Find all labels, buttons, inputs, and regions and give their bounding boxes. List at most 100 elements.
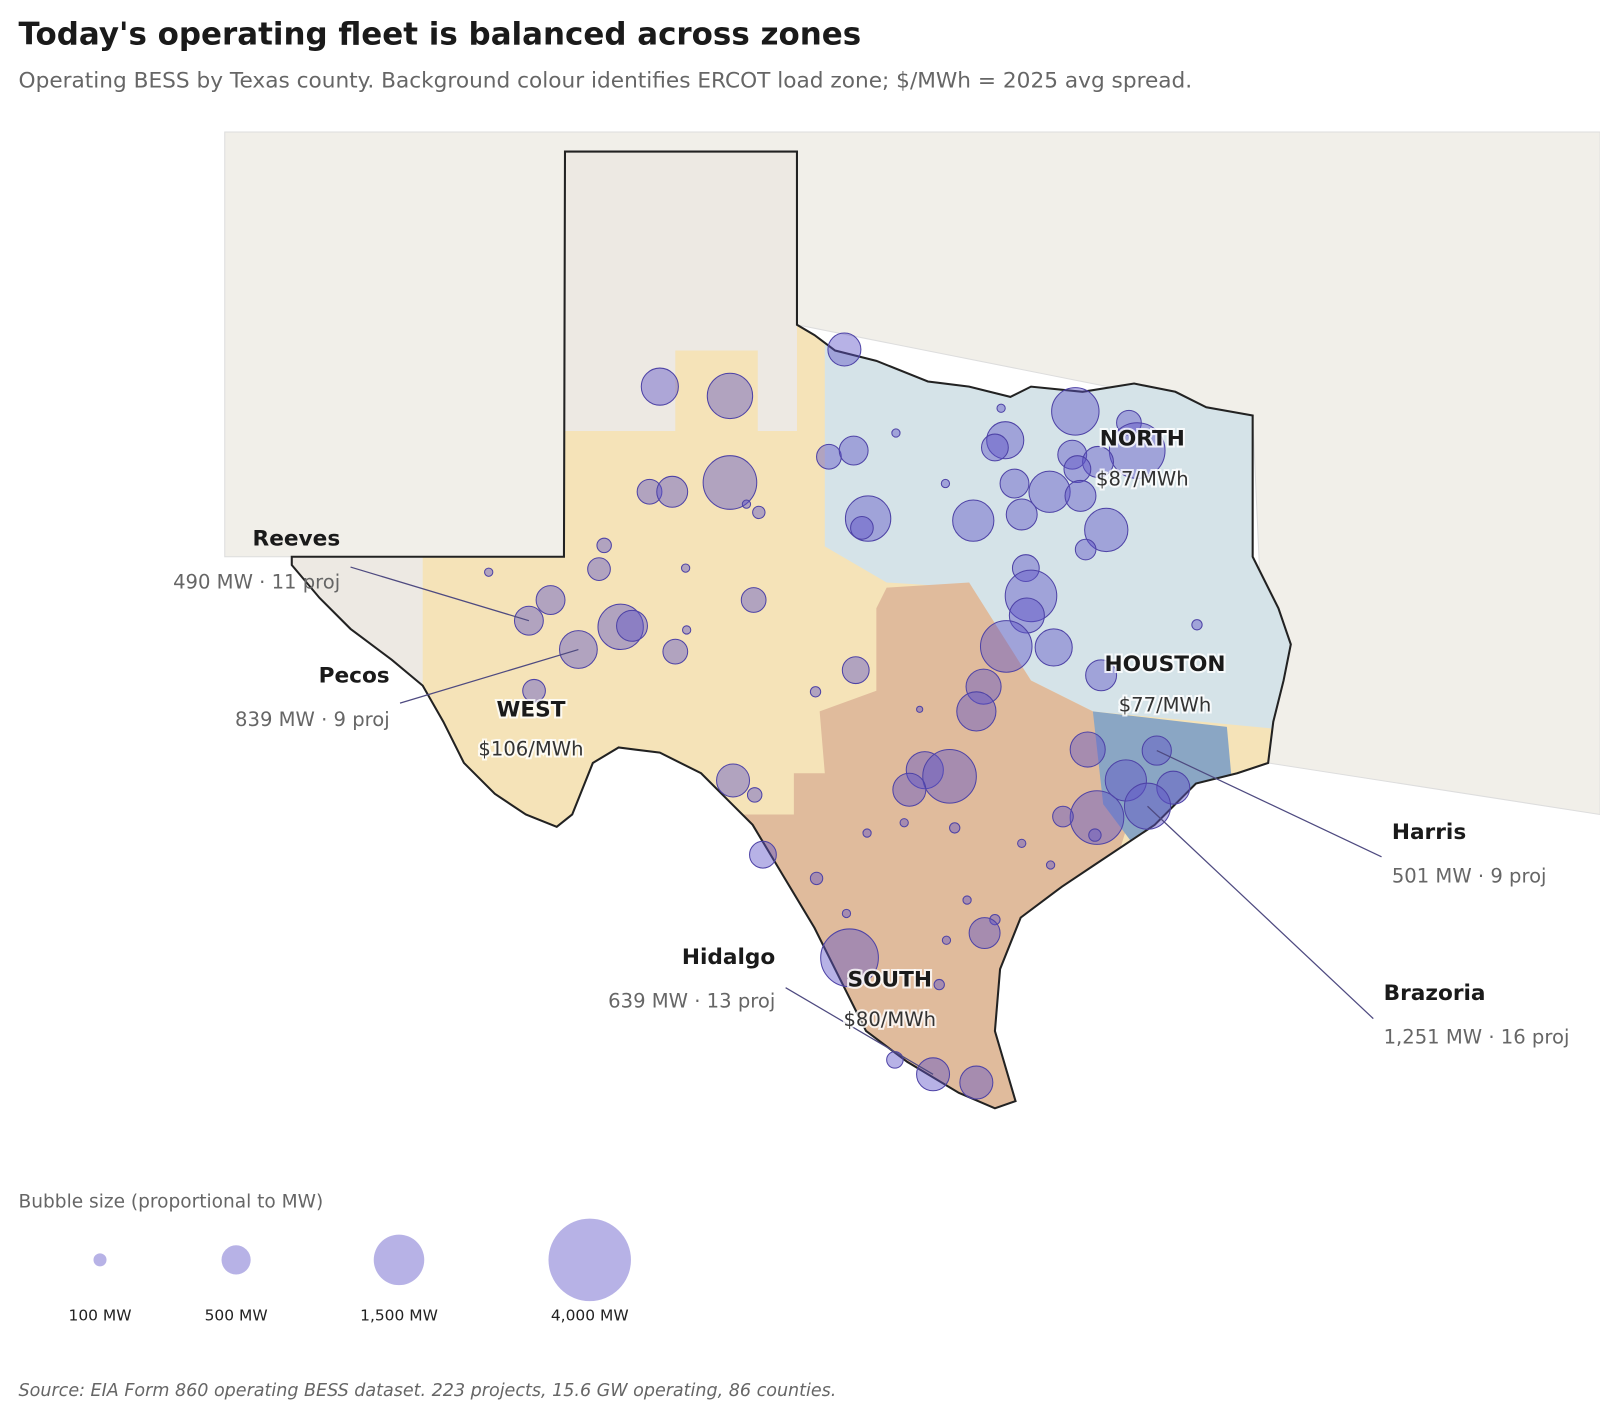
county-bubble xyxy=(1064,479,1097,512)
county-bubble xyxy=(706,372,754,420)
county-bubble xyxy=(1034,628,1073,667)
county-bubble xyxy=(850,516,874,540)
county-bubble xyxy=(809,871,824,886)
county-bubble xyxy=(989,913,1001,926)
legend-bubble xyxy=(221,1245,251,1275)
annotation-value: 639 MW · 13 proj xyxy=(608,989,775,1012)
county-bubble xyxy=(816,443,842,470)
leader-line xyxy=(399,648,579,704)
county-bubble xyxy=(1084,507,1129,553)
annotation-name: Reeves xyxy=(253,526,341,551)
leader-line xyxy=(1147,805,1374,1020)
zone-houston xyxy=(1092,711,1233,846)
annotation-name: Hidalgo xyxy=(682,945,775,970)
annotation-name: Pecos xyxy=(319,664,390,689)
county-bubble xyxy=(886,1051,904,1069)
county-bubble xyxy=(640,367,679,406)
county-bubble xyxy=(1008,597,1045,634)
county-bubble xyxy=(1045,860,1056,870)
county-bubble xyxy=(905,751,944,790)
county-bubble xyxy=(899,818,909,828)
legend-label: 100 MW xyxy=(68,1307,131,1325)
subtitle: Operating BESS by Texas county. Backgrou… xyxy=(19,69,1193,94)
county-bubble xyxy=(999,468,1030,499)
county-bubble xyxy=(1191,619,1203,631)
leader-line xyxy=(1156,750,1382,858)
zone-name: WEST xyxy=(496,698,565,723)
county-bubble xyxy=(535,585,566,615)
county-bubble xyxy=(862,828,872,838)
legend-label: 4,000 MW xyxy=(551,1307,629,1325)
legend-title: Bubble size (proportional to MW) xyxy=(19,1191,324,1212)
county-bubble xyxy=(1069,731,1106,768)
county-bubble xyxy=(956,691,997,732)
county-bubble xyxy=(662,638,689,665)
canvas: Today's operating fleet is balanced acro… xyxy=(19,16,1600,1401)
title: Today's operating fleet is balanced acro… xyxy=(19,16,862,52)
legend-label: 1,500 MW xyxy=(360,1307,438,1325)
county-bubble xyxy=(616,609,648,642)
county-bubble xyxy=(1074,538,1097,561)
annotation-value: 501 MW · 9 proj xyxy=(1392,865,1547,888)
county-bubble xyxy=(636,478,663,505)
annotations: Reeves 490 MW · 11 proj Pecos 839 MW · 9 pr… xyxy=(173,526,1570,1075)
zone-name: SOUTH xyxy=(848,968,932,993)
annotation-value: 839 MW · 9 proj xyxy=(235,708,390,731)
annotation-name: Brazoria xyxy=(1384,981,1486,1006)
county-bubble xyxy=(1085,659,1118,692)
county-bubble xyxy=(838,435,869,466)
county-bubble xyxy=(959,1065,994,1100)
county-bubble xyxy=(986,421,1025,460)
county-bubble xyxy=(1088,828,1102,842)
county-bubble xyxy=(752,505,766,520)
zone-spread: $106/MWh xyxy=(478,738,583,761)
county-bubble xyxy=(656,475,689,508)
leader-line xyxy=(350,566,530,622)
county-bubble xyxy=(968,917,1001,950)
zone-spread: $87/MWh xyxy=(1096,468,1189,491)
county-bubble xyxy=(940,478,951,489)
county-bubble xyxy=(596,537,612,554)
annotation-value: 1,251 MW · 16 proj xyxy=(1384,1025,1570,1048)
zone-name: NORTH xyxy=(1100,426,1185,451)
legend-label: 500 MW xyxy=(205,1307,268,1325)
county-bubble xyxy=(1005,498,1038,531)
county-bubble xyxy=(841,656,870,685)
legend-bubble xyxy=(548,1218,631,1302)
county-bubble xyxy=(702,455,758,510)
legend-bubble xyxy=(373,1234,425,1286)
county-bubble xyxy=(996,403,1006,413)
zone-north xyxy=(824,340,1291,733)
county-bubble xyxy=(484,567,494,577)
county-bubble xyxy=(749,840,777,869)
county-bubble xyxy=(952,499,995,542)
county-bubble xyxy=(809,686,822,698)
county-bubble xyxy=(1057,439,1088,470)
county-bubble xyxy=(980,433,1009,462)
bubbles xyxy=(484,332,1203,1100)
source: Source: EIA Form 860 operating BESS data… xyxy=(19,1381,837,1401)
county-bubble xyxy=(922,749,977,804)
county-bubble xyxy=(741,499,752,509)
zone-name: HOUSTON xyxy=(1105,652,1226,677)
county-bubble xyxy=(941,935,952,945)
county-bubble xyxy=(1104,759,1147,802)
county-bubble xyxy=(979,620,1033,673)
county-bubble xyxy=(1108,422,1166,479)
county-bubble xyxy=(740,587,767,613)
legend-bubble xyxy=(93,1253,107,1267)
annotated-bubble xyxy=(916,1057,951,1092)
county-bubble xyxy=(1052,805,1074,828)
zone-spread: $77/MWh xyxy=(1119,693,1212,716)
zone-spread: $80/MWh xyxy=(843,1008,936,1031)
county-bubble xyxy=(682,625,692,635)
county-bubble xyxy=(1069,790,1125,845)
county-bubble xyxy=(949,822,961,834)
panhandle xyxy=(564,151,797,431)
county-bubble xyxy=(1051,387,1100,436)
county-bubble xyxy=(820,928,879,988)
county-bubble xyxy=(587,557,611,581)
county-bubble xyxy=(1063,455,1092,484)
county-bubble xyxy=(891,428,901,438)
